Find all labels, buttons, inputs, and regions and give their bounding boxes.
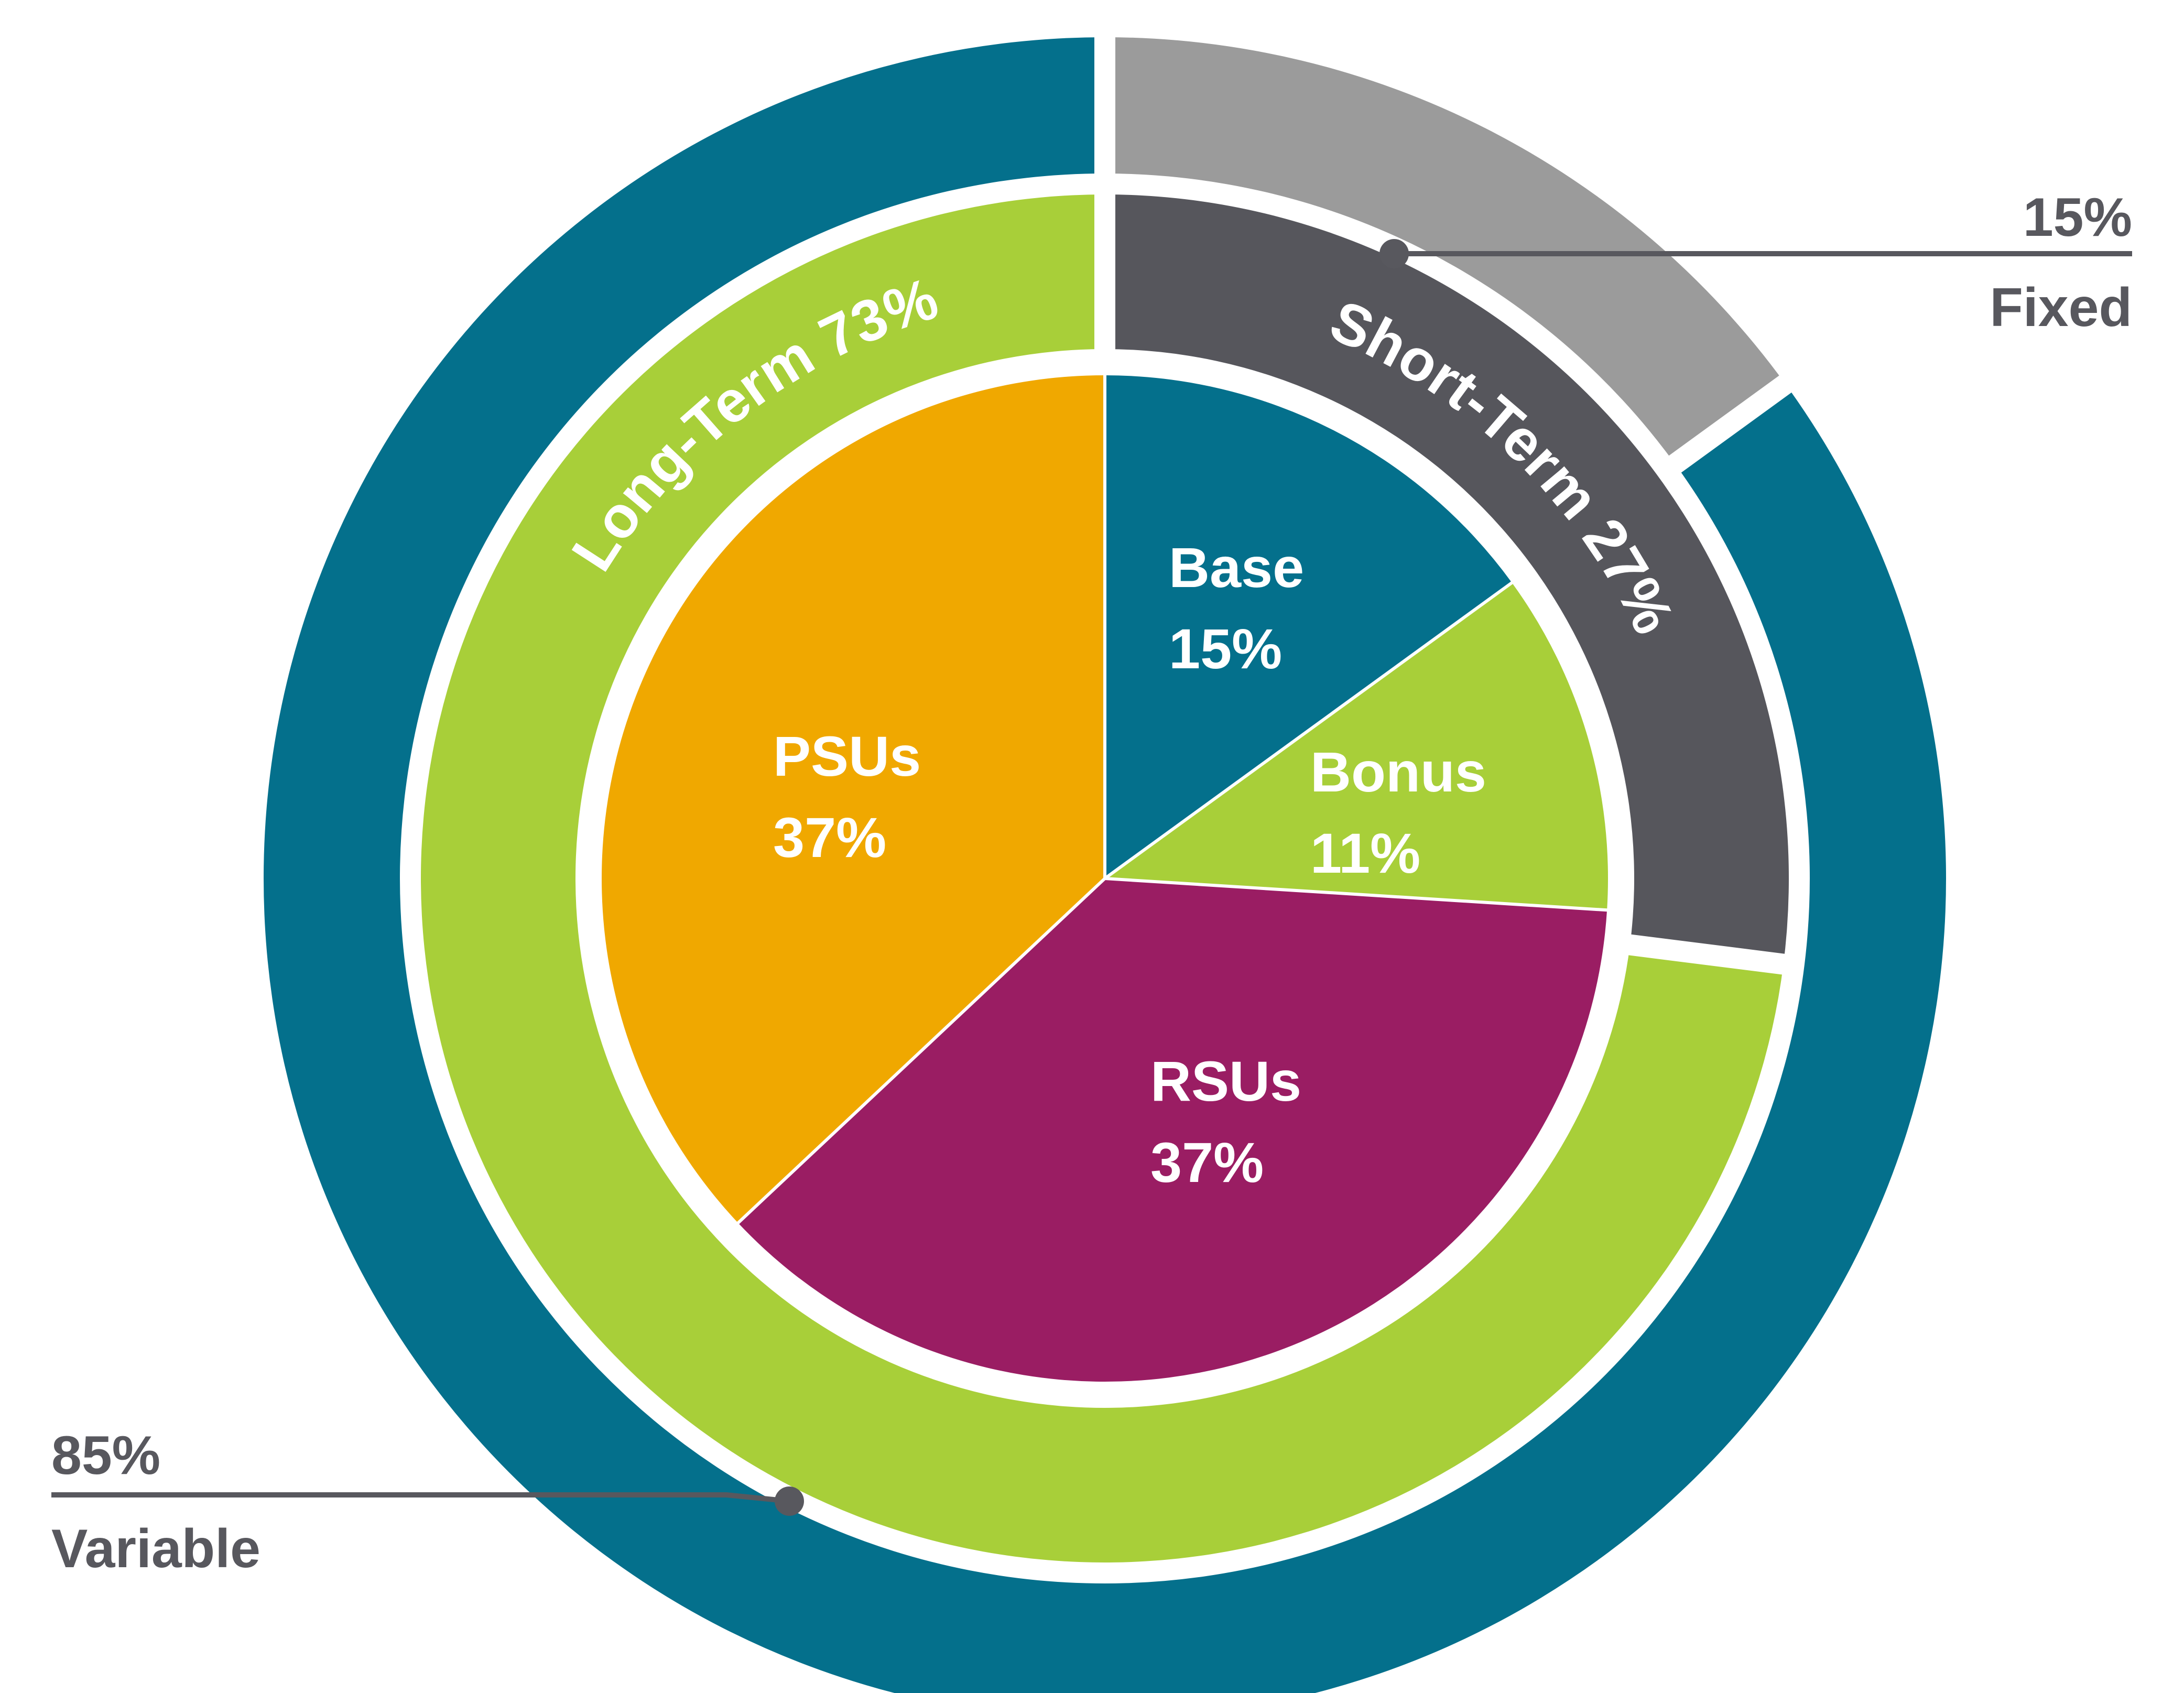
inner-value-rsus: 37% bbox=[1150, 1131, 1264, 1194]
callout-dot-variable bbox=[775, 1486, 804, 1516]
ring-separators bbox=[735, 32, 1796, 1226]
inner-value-psus: 37% bbox=[773, 806, 886, 869]
inner-value-base: 15% bbox=[1169, 617, 1282, 680]
callout-leader-variable bbox=[51, 1492, 790, 1504]
inner-wedge-bonus bbox=[1105, 582, 1608, 910]
inner-wedge-psus bbox=[601, 375, 1105, 1223]
callout-value-variable: 85% bbox=[51, 1425, 160, 1486]
outer-separator-1 bbox=[1667, 372, 1796, 474]
outer-wedge-fixed bbox=[1105, 37, 1786, 464]
inner-label-bonus: Bonus bbox=[1310, 740, 1486, 804]
chart-wedges bbox=[264, 37, 1946, 1693]
callout-value-fixed: 15% bbox=[2023, 187, 2132, 248]
inner-separator-2 bbox=[1104, 877, 1610, 912]
callout-label-fixed: Fixed bbox=[1990, 277, 2132, 338]
callout-label-variable: Variable bbox=[51, 1518, 260, 1579]
inner-label-psus: PSUs bbox=[773, 724, 921, 788]
middle-wedge-short-term bbox=[1105, 194, 1789, 964]
inner-separator-1 bbox=[1104, 580, 1515, 880]
callout-dot-fixed bbox=[1379, 239, 1409, 268]
inner-wedge-rsus bbox=[738, 878, 1607, 1382]
middle-separator-1 bbox=[1626, 934, 1788, 975]
inner-value-bonus: 11% bbox=[1310, 821, 1420, 885]
callout-variable: 85% Variable bbox=[51, 1425, 804, 1579]
inner-label-base: Base bbox=[1169, 536, 1304, 599]
inner-label-rsus: RSUs bbox=[1150, 1049, 1301, 1113]
callout-fixed: 15% Fixed bbox=[1379, 187, 2132, 338]
inner-separator-3 bbox=[735, 877, 1106, 1226]
chart-callouts: 15% Fixed 85% Variable bbox=[51, 187, 2132, 1579]
inner-wedge-base bbox=[1105, 375, 1512, 878]
